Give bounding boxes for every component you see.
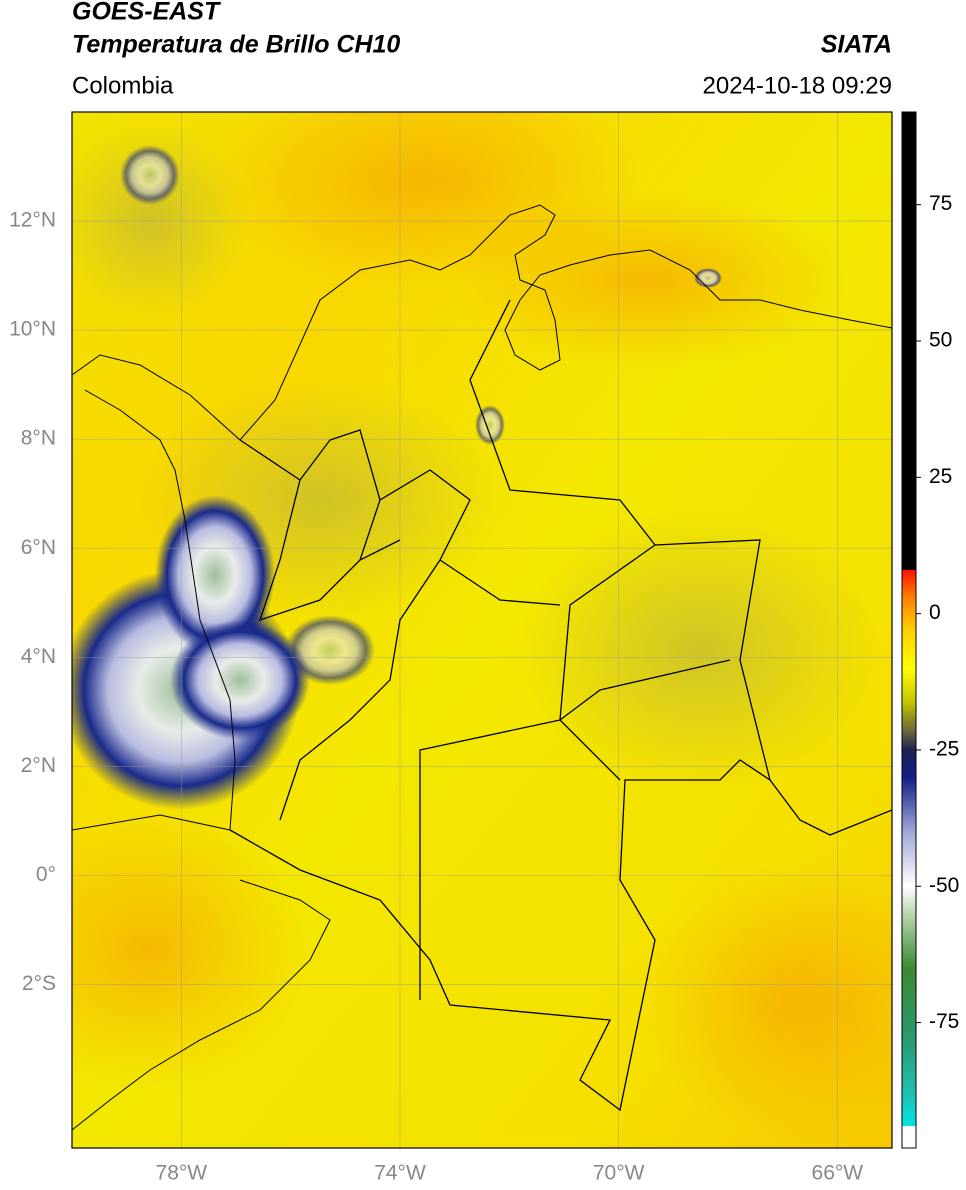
warm-area	[640, 860, 892, 1140]
storm-cloud	[155, 495, 275, 655]
map-image	[72, 112, 892, 1148]
colorbar-tick-label: 0	[929, 601, 941, 624]
colorbar-tick-label: 75	[929, 192, 952, 215]
storm-cloud	[694, 268, 722, 288]
colorbar-tick-label: 50	[929, 329, 952, 352]
region: Colombia	[72, 72, 174, 99]
storm-cloud	[120, 145, 180, 205]
x-tick-label: 78°W	[156, 1162, 208, 1185]
datetime: 2024-10-18 09:29	[703, 72, 893, 99]
border	[229, 299, 892, 1112]
grid	[72, 112, 892, 1148]
storm-cloud	[170, 620, 310, 740]
coastline	[72, 204, 892, 831]
colorbar	[901, 111, 917, 1149]
y-tick-label: 10°N	[9, 318, 56, 341]
colorbar-tick-label: -75	[929, 1010, 959, 1033]
y-tick-label: 2°N	[21, 754, 56, 777]
map-frame	[71, 111, 893, 1149]
colorbar-tick-label: -25	[929, 738, 959, 761]
haze	[520, 510, 880, 790]
x-tick-label: 66°W	[812, 1162, 864, 1185]
y-tick-label: 0°	[36, 863, 56, 886]
title: GOES-EAST	[72, 0, 222, 26]
x-tick-label: 74°W	[374, 1162, 426, 1185]
y-tick-label: 8°N	[21, 427, 56, 450]
storm-cloud	[285, 615, 375, 685]
y-tick-label: 2°S	[22, 972, 56, 995]
colorbar-tick-label: 25	[929, 465, 952, 488]
border	[239, 429, 561, 821]
haze	[72, 120, 250, 320]
y-tick-label: 6°N	[21, 536, 56, 559]
colorbar-tick-label: -50	[929, 874, 959, 897]
y-tick-label: 12°N	[9, 209, 56, 232]
x-tick-label: 70°W	[593, 1162, 645, 1185]
source: SIATA	[821, 31, 892, 59]
subtitle: Temperatura de Brillo CH10	[72, 31, 400, 59]
warm-area	[450, 190, 850, 370]
y-tick-label: 4°N	[21, 645, 56, 668]
coastline	[72, 879, 331, 1131]
warm-area	[72, 810, 310, 1090]
